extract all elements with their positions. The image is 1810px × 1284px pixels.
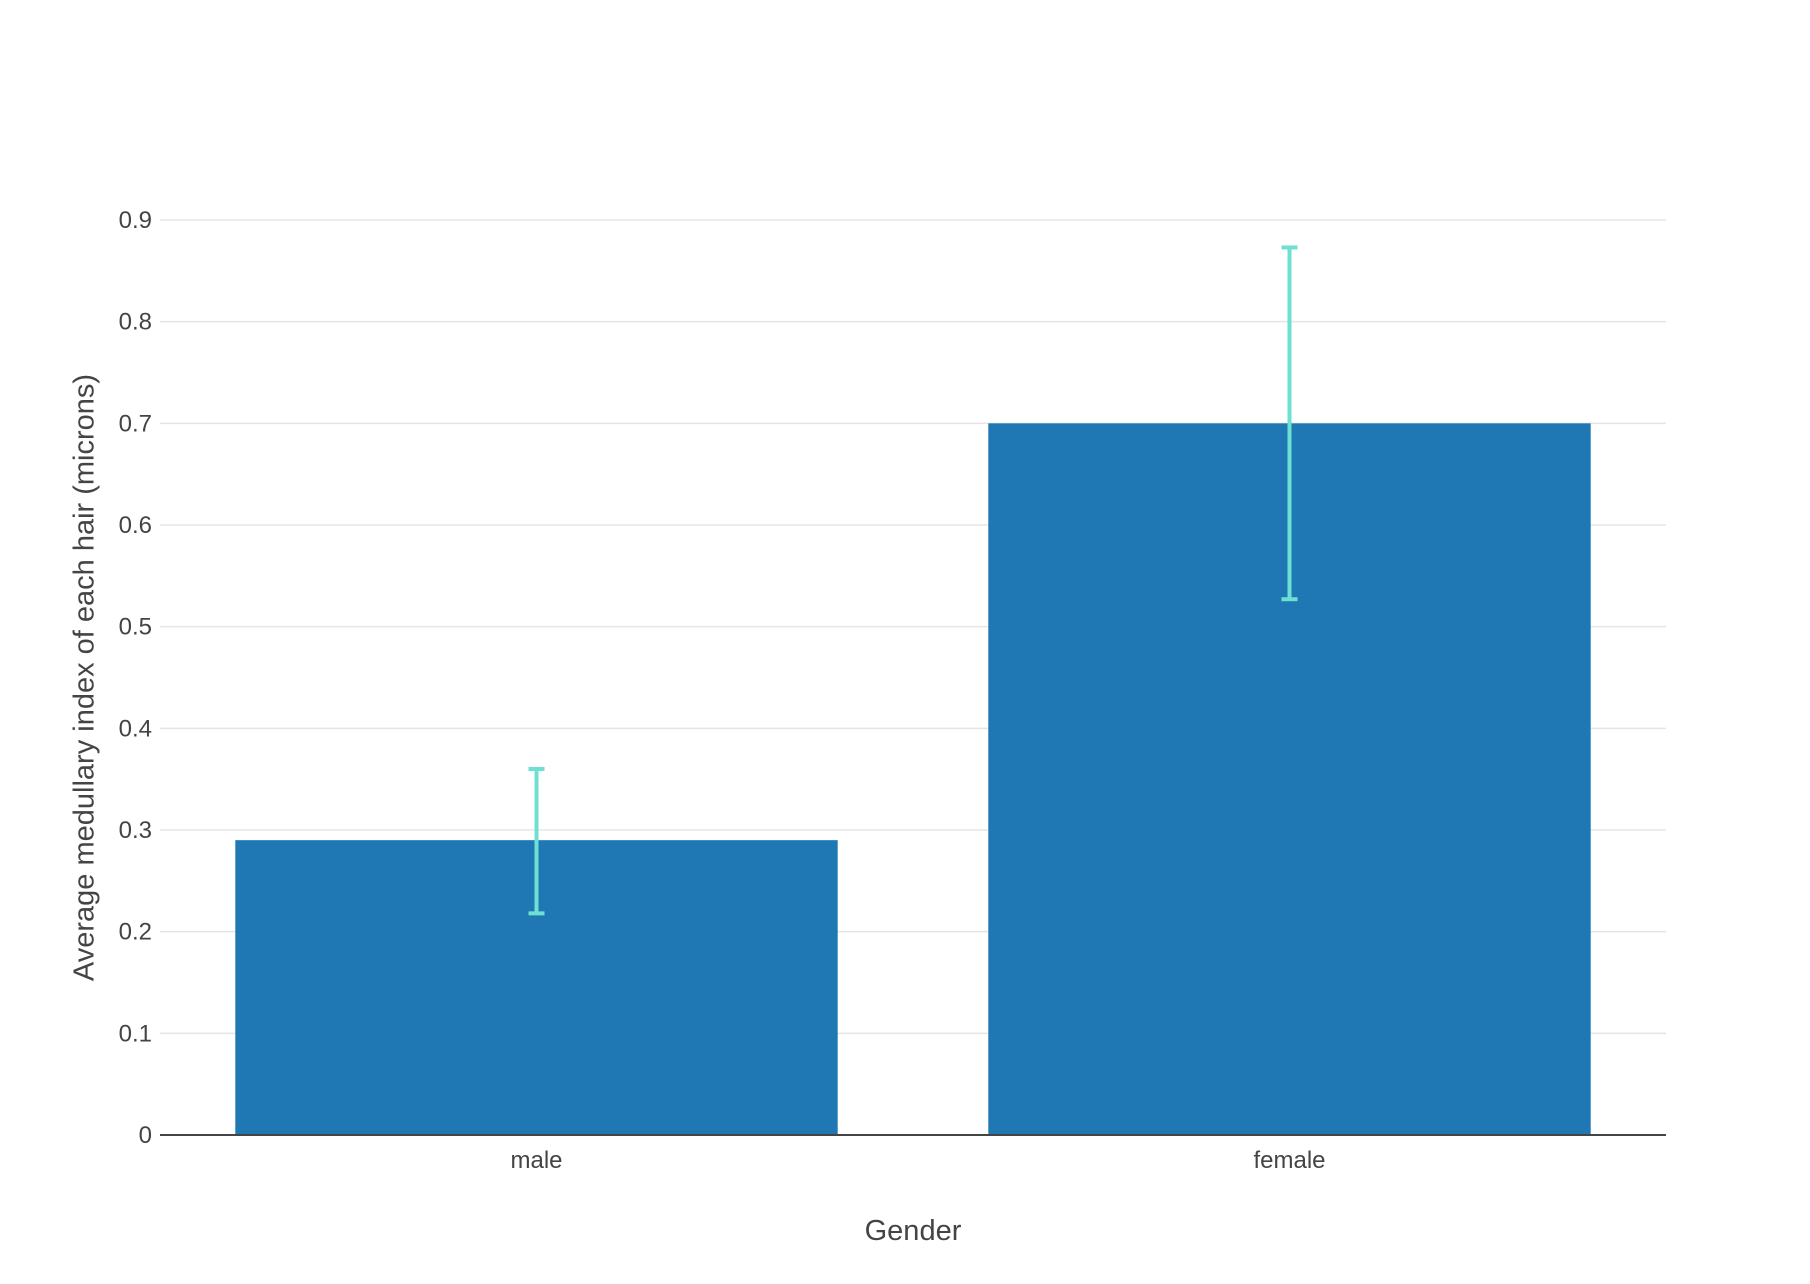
y-tick-label: 0.8 bbox=[119, 309, 152, 336]
x-axis-title: Gender bbox=[865, 1215, 962, 1247]
error-bar-female bbox=[1281, 245, 1298, 602]
y-tick-label: 0.5 bbox=[119, 614, 152, 641]
x-tick-label-female: female bbox=[1253, 1147, 1325, 1174]
error-bars bbox=[528, 245, 1298, 916]
error-bar-male bbox=[528, 767, 545, 916]
y-axis-title: Average medullary index of each hair (mi… bbox=[69, 374, 101, 981]
y-tick-label: 0.3 bbox=[119, 817, 152, 844]
y-tick-label: 0.6 bbox=[119, 512, 152, 539]
y-tick-label: 0.4 bbox=[119, 715, 152, 742]
y-tick-label: 0.7 bbox=[119, 410, 152, 437]
y-tick-label: 0 bbox=[139, 1122, 152, 1149]
y-tick-label: 0.9 bbox=[119, 207, 152, 234]
y-tick-label: 0.1 bbox=[119, 1020, 152, 1047]
bars bbox=[235, 423, 1591, 1135]
y-tick-labels: 0 0.1 0.2 0.3 0.4 0.5 0.6 0.7 0.8 0.9 bbox=[119, 207, 152, 1149]
y-tick-label: 0.2 bbox=[119, 919, 152, 946]
x-tick-labels: male female bbox=[510, 1147, 1325, 1174]
x-tick-label-male: male bbox=[510, 1147, 562, 1174]
